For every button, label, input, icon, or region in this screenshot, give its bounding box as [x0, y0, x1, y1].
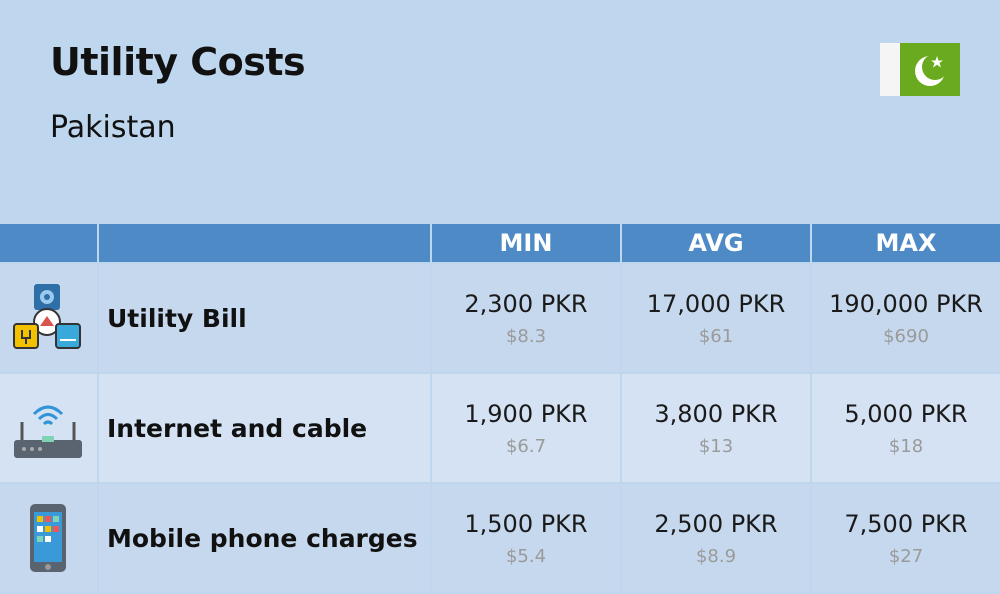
local-price: 1,500 PKR — [464, 509, 588, 538]
value-cell: 1,900 PKR $6.7 — [432, 374, 620, 482]
flag — [880, 43, 960, 96]
local-price: 7,500 PKR — [844, 509, 968, 538]
header-cell — [99, 224, 430, 262]
row-label: Utility Bill — [99, 264, 430, 372]
value-cell: 17,000 PKR $61 — [622, 264, 810, 372]
usd-price: $8.9 — [695, 545, 737, 567]
local-price: 17,000 PKR — [646, 289, 786, 318]
local-price: 190,000 PKR — [829, 289, 983, 318]
row-icon — [13, 284, 81, 349]
header-cell — [0, 224, 97, 262]
usd-price: $5.4 — [505, 545, 547, 567]
local-price: 5,000 PKR — [844, 399, 968, 428]
usd-price: $13 — [698, 435, 734, 457]
row-icon — [14, 405, 82, 458]
value-cell: 190,000 PKR $690 — [812, 264, 1000, 372]
column-header: AVG — [622, 224, 810, 262]
subtitle: Pakistan — [50, 110, 176, 145]
value-cell: 2,300 PKR $8.3 — [432, 264, 620, 372]
usd-price: $6.7 — [505, 435, 547, 457]
value-cell: 1,500 PKR $5.4 — [432, 484, 620, 592]
local-price: 2,300 PKR — [464, 289, 588, 318]
row-label: Internet and cable — [99, 374, 430, 482]
usd-price: $690 — [883, 325, 929, 347]
row-bg — [0, 374, 97, 482]
row-label: Mobile phone charges — [99, 484, 430, 592]
usd-price: $27 — [888, 545, 924, 567]
local-price: 3,800 PKR — [654, 399, 778, 428]
value-cell: 3,800 PKR $13 — [622, 374, 810, 482]
column-header: MIN — [432, 224, 620, 262]
local-price: 1,900 PKR — [464, 399, 588, 428]
local-price: 2,500 PKR — [654, 509, 778, 538]
title: Utility Costs — [50, 40, 306, 84]
usd-price: $8.3 — [505, 325, 547, 347]
value-cell: 7,500 PKR $27 — [812, 484, 1000, 592]
row-icon — [30, 504, 66, 572]
usd-price: $61 — [698, 325, 734, 347]
column-header: MAX — [812, 224, 1000, 262]
value-cell: 5,000 PKR $18 — [812, 374, 1000, 482]
value-cell: 2,500 PKR $8.9 — [622, 484, 810, 592]
usd-price: $18 — [888, 435, 924, 457]
